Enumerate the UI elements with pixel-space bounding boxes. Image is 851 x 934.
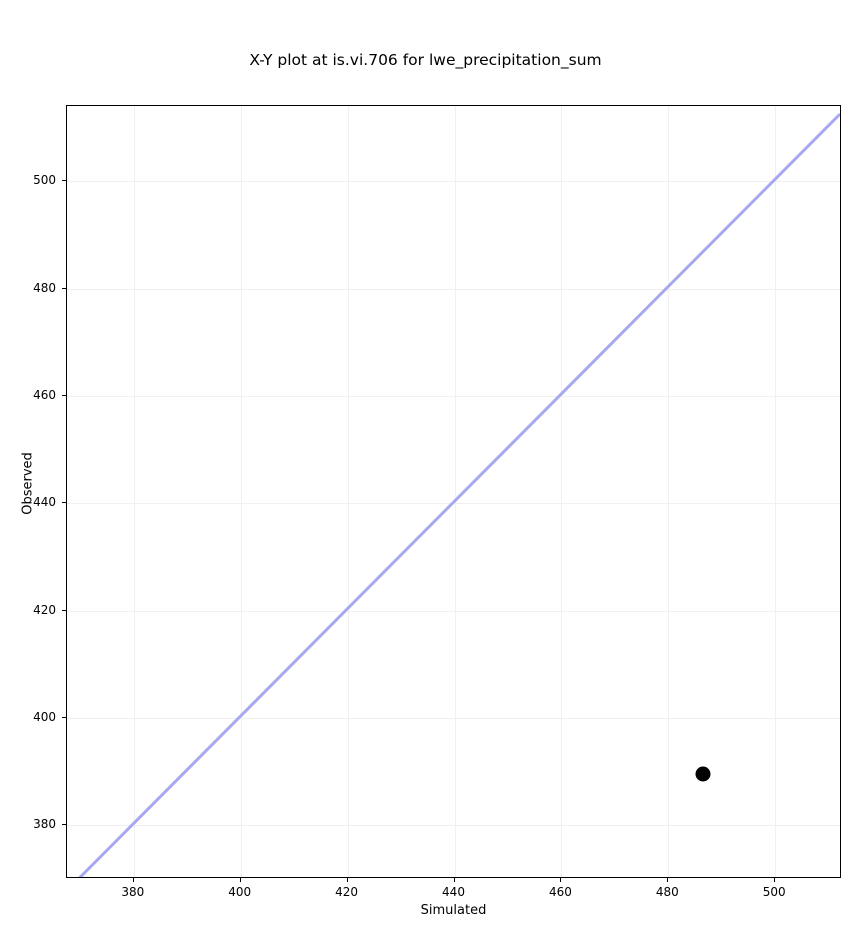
x-tick-label: 440 <box>442 885 465 899</box>
gridline-vertical <box>347 106 349 877</box>
x-tick-mark <box>774 878 776 882</box>
gridline-horizontal <box>67 288 840 290</box>
data-points-layer <box>67 106 840 877</box>
gridline-horizontal <box>67 395 840 397</box>
gridline-vertical <box>454 106 456 877</box>
y-tick-mark <box>62 716 66 718</box>
y-tick-label: 400 <box>33 709 56 724</box>
x-axis-label: Simulated <box>420 903 487 918</box>
y-tick-label: 420 <box>33 602 56 617</box>
y-tick-label: 380 <box>33 817 56 832</box>
y-axis-label: Observed <box>20 452 36 515</box>
gridline-horizontal <box>67 181 840 183</box>
x-tick-mark <box>239 878 241 882</box>
x-tick-label: 400 <box>228 885 252 899</box>
y-tick-label: 500 <box>33 173 56 188</box>
gridline-vertical <box>240 106 242 877</box>
gridline-vertical <box>561 106 563 877</box>
gridline-vertical <box>668 106 670 877</box>
y-tick-label: 480 <box>33 280 56 295</box>
x-tick-mark <box>132 878 134 882</box>
x-tick-mark <box>667 878 669 882</box>
x-tick-label: 420 <box>335 885 359 899</box>
y-tick-mark <box>62 824 66 826</box>
gridline-horizontal <box>67 825 840 827</box>
gridline-horizontal <box>67 610 840 612</box>
y-tick-label: 460 <box>33 387 56 402</box>
plot-axes-area <box>66 105 841 878</box>
y-tick-label: 440 <box>33 495 56 510</box>
y-tick-mark <box>62 180 66 182</box>
x-tick-mark <box>453 878 455 882</box>
x-tick-label: 500 <box>762 885 786 899</box>
x-tick-label: 380 <box>121 885 145 899</box>
gridline-vertical <box>775 106 777 877</box>
scatter-point <box>695 766 711 782</box>
x-tick-label: 460 <box>548 885 572 899</box>
y-tick-mark <box>62 394 66 396</box>
x-tick-mark <box>346 878 348 882</box>
x-tick-label: 480 <box>655 885 679 899</box>
chart-title-line-1: X-Y plot at is.vi.706 for lwe_precipitat… <box>249 51 602 69</box>
gridline-vertical <box>133 106 135 877</box>
one-to-one-reference-line <box>78 112 840 877</box>
x-tick-mark <box>560 878 562 882</box>
y-tick-mark <box>62 502 66 504</box>
y-tick-mark <box>62 609 66 611</box>
y-tick-mark <box>62 287 66 289</box>
gridline-horizontal <box>67 717 840 719</box>
